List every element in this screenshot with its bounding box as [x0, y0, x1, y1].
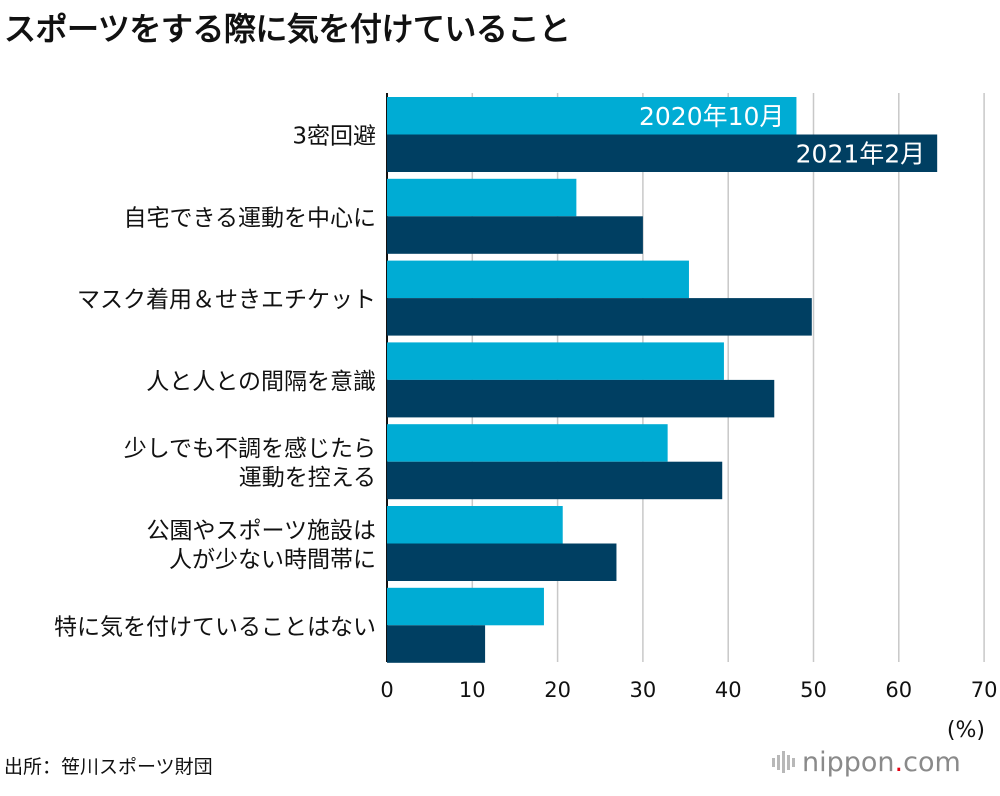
category-label: マスク着用＆せきエチケット: [77, 287, 376, 313]
x-tick-label: 20: [544, 678, 571, 702]
nippon-logo: nippon. com: [772, 745, 961, 779]
bar: [387, 543, 617, 581]
category-labels: 3密回避自宅できる運動を中心にマスク着用＆せきエチケット人と人との間隔を意識少し…: [54, 124, 376, 641]
category-label: 少しでも不調を感じたら: [124, 436, 376, 462]
category-label: 運動を控える: [239, 465, 376, 491]
bar: [387, 298, 812, 336]
x-tick-label: 0: [380, 678, 393, 702]
bar: [387, 97, 797, 135]
bar: [387, 260, 689, 299]
logo-name: nippon: [802, 746, 895, 778]
x-tick-label: 10: [459, 678, 486, 702]
bar: [387, 424, 668, 462]
bar: [387, 379, 775, 418]
x-tick-label: 40: [715, 678, 742, 702]
x-tick-label: 70: [971, 678, 998, 702]
category-label: 人が少ない時間帯に: [169, 547, 376, 573]
category-label: 自宅できる運動を中心に: [123, 205, 376, 231]
chart-title: スポーツをする際に気を付けていること: [4, 10, 571, 48]
logo-dot: .: [894, 746, 904, 778]
bar: [387, 178, 577, 217]
bar: [387, 587, 544, 626]
bar: [387, 216, 643, 254]
bars: 2020年10月 2021年2月: [387, 97, 938, 663]
category-label: 3密回避: [292, 124, 376, 150]
bar: [387, 625, 486, 663]
logo-tld: com: [903, 746, 961, 778]
bar: [387, 506, 563, 544]
legend-label: 2020年10月: [639, 102, 784, 131]
category-label: 人と人との間隔を意識: [146, 369, 376, 395]
source-note: 出所：笹川スポーツ財団: [4, 756, 213, 778]
logo-bars-icon: [772, 751, 795, 773]
x-tick-label: 60: [885, 678, 912, 702]
category-label: 特に気を付けていることはない: [54, 614, 376, 640]
category-label: 公園やスポーツ施設は: [146, 518, 376, 544]
x-unit-label: (%): [947, 718, 985, 743]
x-tick-label: 50: [800, 678, 827, 702]
x-tick-label: 30: [630, 678, 657, 702]
bar: [387, 134, 938, 172]
bar: [387, 342, 724, 380]
x-tick-labels: 0 10 20 30 40 50 60 70: [380, 678, 997, 702]
legend-label: 2021年2月: [796, 139, 926, 168]
bar: [387, 461, 723, 500]
